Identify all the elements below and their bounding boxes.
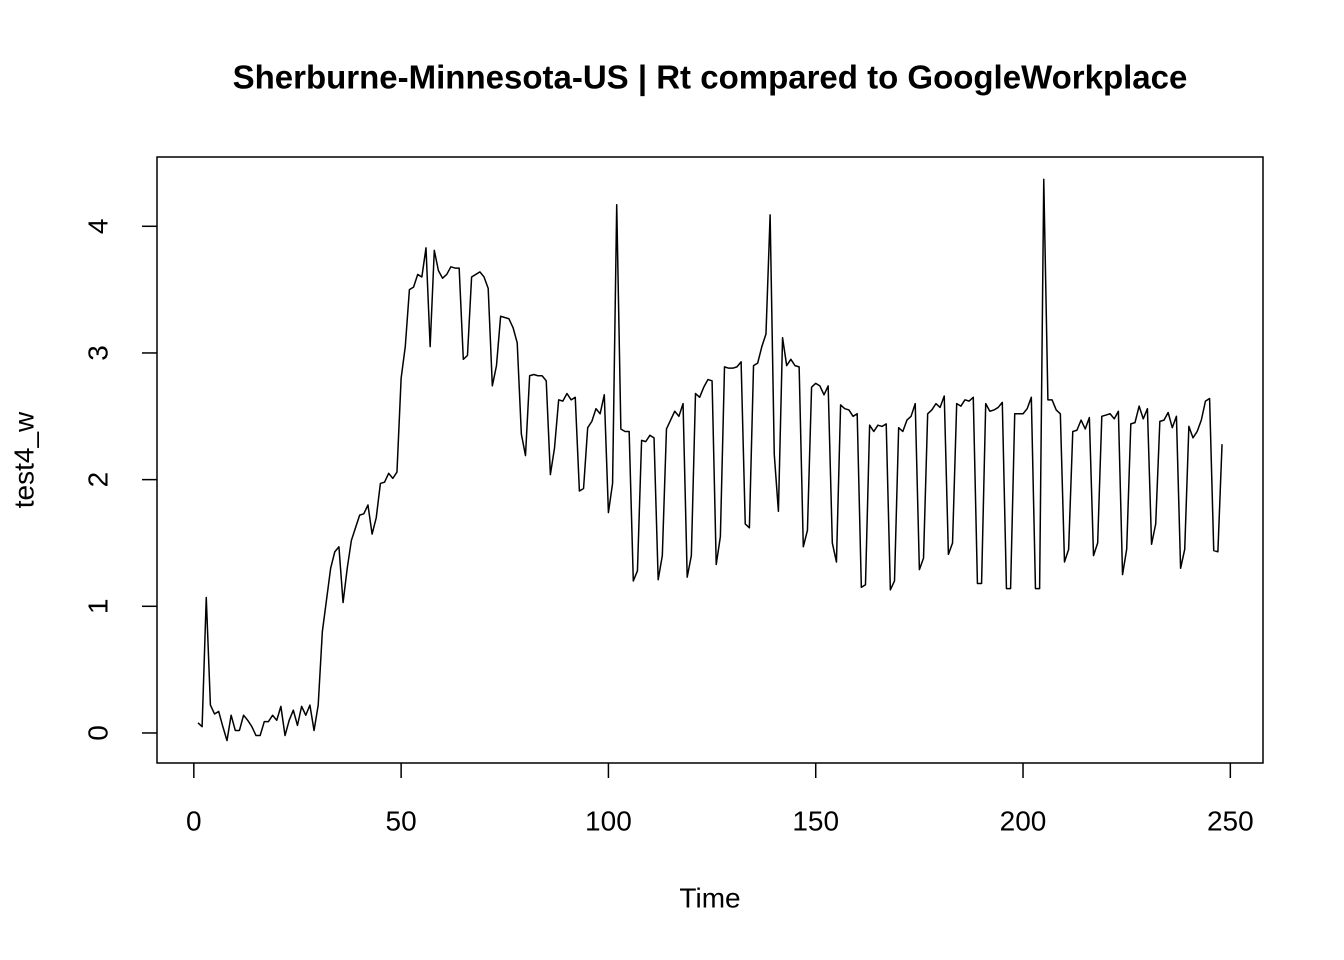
x-tick-label: 250 — [1207, 805, 1254, 836]
series-line — [197, 178, 1223, 742]
x-tick-label: 150 — [792, 805, 839, 836]
y-tick-label: 1 — [82, 599, 113, 615]
x-tick-label: 100 — [585, 805, 632, 836]
x-tick-label: 200 — [1000, 805, 1047, 836]
y-tick-label: 3 — [82, 345, 113, 361]
x-axis-label: Time — [679, 882, 740, 913]
x-tick-label: 0 — [186, 805, 202, 836]
y-tick-label: 4 — [82, 219, 113, 235]
y-tick-label: 0 — [82, 725, 113, 741]
chart-title: Sherburne-Minnesota-US | Rt compared to … — [233, 59, 1188, 96]
x-tick-label: 50 — [386, 805, 417, 836]
y-axis-label: test4_w — [8, 411, 39, 508]
y-tick-label: 2 — [82, 472, 113, 488]
plot-frame — [156, 156, 1264, 764]
